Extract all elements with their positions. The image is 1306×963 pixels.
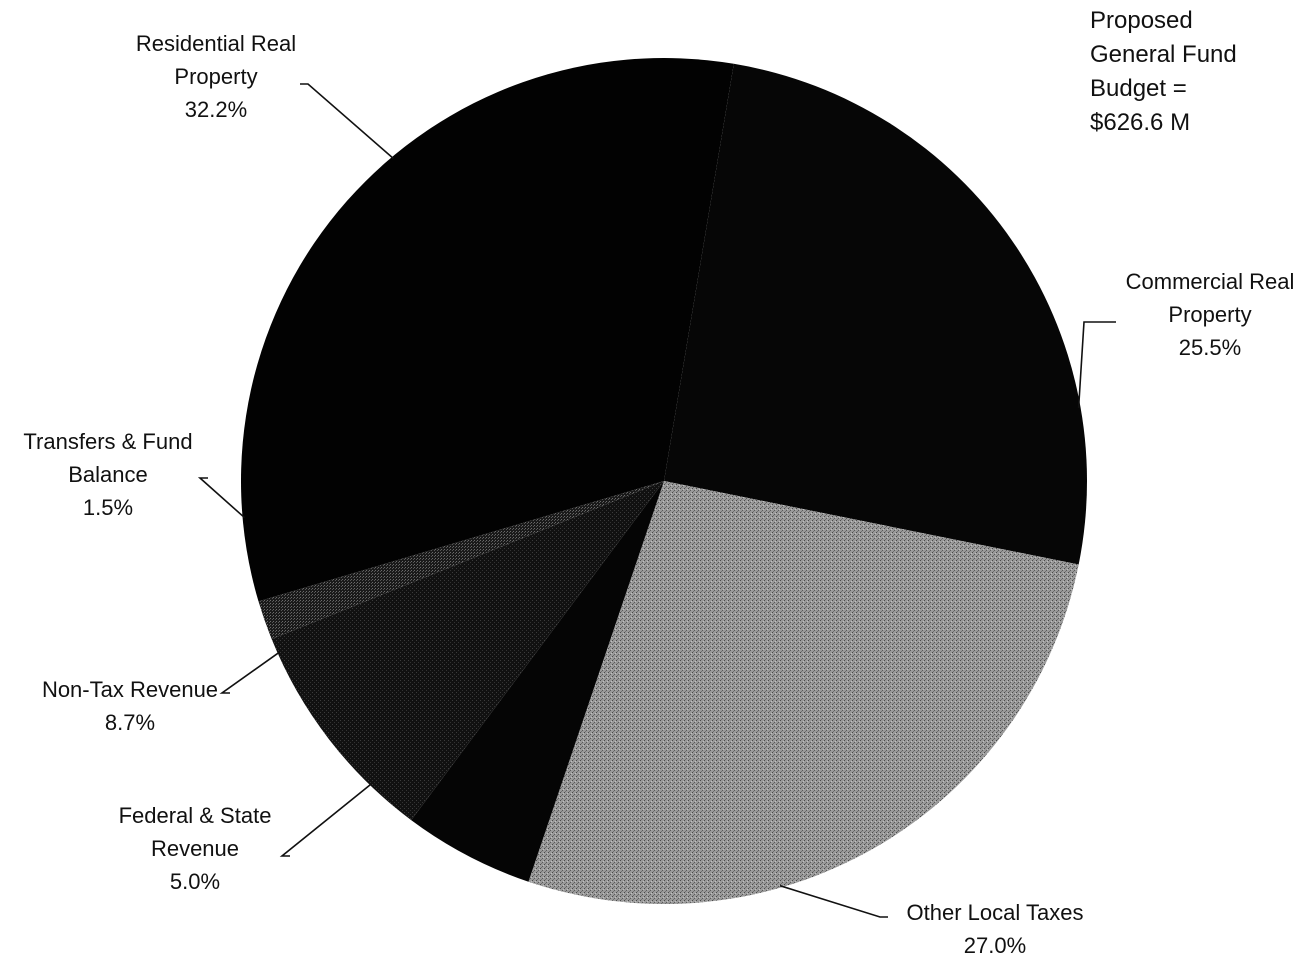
slice-name-label: Federal & State xyxy=(119,803,272,828)
slice-name-label: Commercial Real xyxy=(1126,269,1295,294)
slice-percent-label: 8.7% xyxy=(105,710,155,735)
pie-slice xyxy=(528,481,1079,905)
pie-slice xyxy=(240,57,734,602)
pie-slice xyxy=(664,63,1088,565)
leader-lines xyxy=(197,83,1116,918)
slice-name-label: Property xyxy=(1168,302,1251,327)
slice-name-label: Other Local Taxes xyxy=(907,900,1084,925)
pie-slice xyxy=(258,481,664,640)
leader-line xyxy=(279,783,373,857)
slice-label: Other Local Taxes 27.0% xyxy=(907,900,1084,958)
leader-line xyxy=(300,83,394,160)
slice-name-label: Non-Tax Revenue xyxy=(42,677,218,702)
slice-name-label: Transfers & Fund xyxy=(23,429,192,454)
slice-percent-label: 5.0% xyxy=(170,869,220,894)
leader-line xyxy=(779,884,888,918)
leader-line xyxy=(1077,321,1116,408)
slice-label: Residential Real Property 32.2% xyxy=(136,31,296,122)
slice-name-label: Residential Real xyxy=(136,31,296,56)
leader-line xyxy=(197,477,246,519)
slice-name-label: Balance xyxy=(68,462,148,487)
budget-note-line: Budget = xyxy=(1090,75,1187,102)
budget-note-line: $626.6 M xyxy=(1090,109,1191,136)
budget-note-line: General Fund xyxy=(1090,41,1237,68)
slice-name-label: Property xyxy=(174,64,257,89)
leader-line xyxy=(219,651,280,694)
slice-label: Transfers & Fund Balance 1.5% xyxy=(23,429,192,520)
slice-percent-label: 25.5% xyxy=(1179,335,1241,360)
budget-note-line: Proposed xyxy=(1090,7,1193,34)
slice-labels: Commercial Real Property 25.5% Other Local … xyxy=(23,31,1294,958)
slice-label: Federal & State Revenue 5.0% xyxy=(119,803,272,894)
pie-slices xyxy=(240,57,1088,905)
slice-label: Non-Tax Revenue 8.7% xyxy=(42,677,218,735)
slice-name-label: Revenue xyxy=(151,836,239,861)
slice-percent-label: 32.2% xyxy=(185,97,247,122)
pie-slice xyxy=(411,481,664,882)
pie-slice xyxy=(271,481,664,821)
budget-total-note: Proposed General Fund Budget = $626.6 M xyxy=(1090,4,1300,140)
slice-label: Commercial Real Property 25.5% xyxy=(1126,269,1295,360)
slice-percent-label: 27.0% xyxy=(964,933,1026,958)
slice-percent-label: 1.5% xyxy=(83,495,133,520)
